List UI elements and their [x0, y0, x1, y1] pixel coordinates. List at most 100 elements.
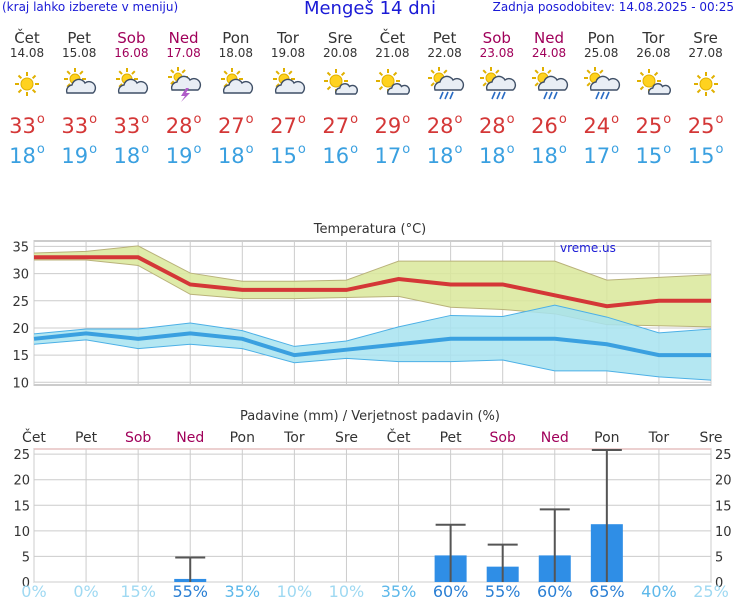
mostly-sunny-icon: [376, 69, 411, 95]
day-date: 22.08: [427, 46, 462, 60]
precipitation-day-label: Sre: [700, 430, 723, 446]
day-date: 15.08: [62, 46, 97, 60]
precipitation-day-label: Pet: [75, 430, 98, 446]
day-name: Sob: [482, 29, 511, 47]
day-name: Sre: [327, 29, 353, 47]
precipitation-probability: 60%: [537, 582, 573, 600]
max-temperature: 27o: [217, 112, 254, 138]
max-temperature: 27o: [270, 112, 306, 138]
day-date: 20.08: [323, 46, 358, 60]
precipitation-ytick-right: 25: [715, 448, 732, 463]
precipitation-day-label: Tor: [648, 430, 670, 446]
sun-rain-icon: [427, 67, 464, 100]
max-temperature: 33o: [9, 112, 45, 138]
day-name: Pet: [432, 29, 457, 47]
precipitation-probability: 15%: [120, 582, 156, 600]
min-temperature-range: [34, 305, 711, 381]
sun-rain-icon: [532, 67, 569, 100]
precipitation-ytick-left: 10: [13, 525, 30, 540]
min-temperature: 18o: [531, 142, 567, 168]
forecast-day-7: Sre 20.08 27o 16o: [314, 29, 366, 168]
precipitation-probability: 25%: [693, 582, 729, 600]
precipitation-ytick-right: 15: [715, 499, 732, 514]
day-name: Sob: [117, 29, 146, 47]
max-temperature-range-upper: [33, 245, 712, 282]
partly-cloudy-icon: [116, 68, 149, 94]
precipitation-day-label: Sob: [125, 430, 151, 446]
max-temperature: 28o: [426, 112, 463, 138]
min-temperature: 17o: [583, 142, 620, 168]
max-temperature: 27o: [322, 112, 359, 138]
precipitation-probability: 60%: [433, 582, 469, 600]
precipitation-probability: 55%: [172, 582, 208, 600]
precipitation-day-label: Sre: [335, 430, 358, 446]
temperature-ytick: 10: [12, 376, 29, 391]
min-temperature: 18o: [426, 142, 463, 168]
max-temperature: 26o: [531, 112, 567, 138]
max-temperature: 33o: [61, 112, 98, 138]
forecast-day-8: Čet 21.08 29o 17o: [366, 29, 418, 168]
day-date: 21.08: [375, 46, 410, 60]
temperature-ytick: 30: [12, 268, 29, 283]
forecast-day-2: Pet 15.08 33o 19o: [53, 29, 105, 169]
precipitation-day-label: Čet: [387, 428, 411, 446]
day-date: 17.08: [166, 46, 201, 60]
min-temperature: 15o: [635, 142, 672, 168]
day-name: Tor: [277, 29, 299, 47]
day-name: Pon: [587, 29, 615, 47]
forecast-day-3: Sob 16.08 33o 18o: [105, 29, 157, 169]
precipitation-probability: 0%: [21, 582, 46, 600]
day-name: Sre: [693, 29, 718, 47]
forecast-day-6: Tor 19.08 27o 15o: [262, 29, 314, 169]
precipitation-day-label: Pon: [230, 430, 255, 446]
precipitation-day-label: Pon: [594, 430, 619, 446]
forecast-day-1: Čet 14.08 33o 18o: [1, 29, 53, 169]
location-hint[interactable]: (kraj lahko izberete v meniju): [2, 0, 179, 14]
precipitation-probability: 10%: [329, 582, 365, 600]
precipitation-day-label: Tor: [283, 430, 305, 446]
max-temperature: 28o: [478, 112, 515, 138]
precipitation-chart-title: Padavine (mm) / Verjetnost padavin (%): [240, 409, 500, 424]
day-date: 16.08: [114, 46, 149, 60]
forecast-day-14: Sre 27.08 25o 15o: [680, 29, 732, 169]
min-temperature-line: [33, 331, 711, 358]
precipitation-ytick-left: 20: [13, 474, 30, 489]
precipitation-ytick-left: 25: [13, 448, 30, 463]
min-temperature: 17o: [374, 142, 411, 168]
sun-icon: [15, 72, 39, 96]
day-name: Pet: [67, 29, 91, 47]
max-temperature: 24o: [583, 112, 620, 138]
precipitation-probability: 0%: [73, 582, 98, 600]
header-bar: (kraj lahko izberete v meniju) Mengeš 14…: [0, 0, 740, 22]
temperature-ytick: 15: [12, 349, 29, 364]
forecast-day-5: Pon 18.08 27o 18o: [210, 30, 262, 169]
precipitation-probability: 65%: [589, 582, 625, 600]
precipitation-day-label: Ned: [176, 430, 204, 446]
max-temperature: 25o: [635, 112, 672, 138]
precipitation-ytick-right: 20: [715, 474, 732, 489]
max-temperature: 29o: [374, 112, 411, 138]
min-temperature: 16o: [322, 142, 359, 168]
day-name: Čet: [14, 29, 40, 47]
forecast-day-13: Tor 26.08 25o 15o: [627, 30, 679, 168]
thunderstorm-icon: [167, 67, 201, 102]
min-temperature: 19o: [165, 142, 202, 168]
day-date: 27.08: [688, 46, 723, 60]
min-temperature: 18o: [478, 142, 515, 168]
daily-forecast-strip: Čet 14.08 33o 18o Pet 15.08 33o 19o Sob 16.08 33o 1…: [0, 30, 740, 170]
precipitation-probability: 10%: [277, 582, 313, 600]
day-date: 23.08: [479, 46, 514, 60]
last-update: Zadnja posodobitev: 14.08.2025 - 00:25: [492, 0, 734, 14]
day-name: Čet: [379, 29, 406, 47]
max-temperature: 28o: [165, 112, 202, 138]
precipitation-day-label: Ned: [541, 430, 569, 446]
day-name: Ned: [168, 29, 199, 47]
day-date: 19.08: [270, 46, 306, 60]
temperature-ytick: 35: [12, 240, 29, 255]
temperature-ytick: 20: [12, 322, 29, 337]
precipitation-probability: 55%: [485, 582, 521, 600]
page-title: Mengeš 14 dni: [303, 0, 437, 19]
precipitation-day-label: Čet: [22, 428, 46, 446]
precipitation-probability: 35%: [381, 582, 417, 600]
